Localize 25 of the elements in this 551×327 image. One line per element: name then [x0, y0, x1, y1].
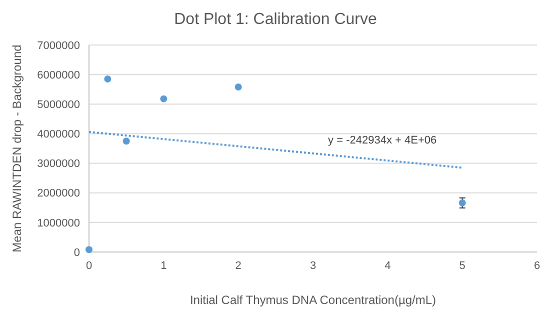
- y-tick-label: 2000000: [37, 188, 80, 200]
- point: [122, 138, 130, 145]
- y-tick-label: 0: [74, 246, 80, 259]
- x-tick-label: 6: [534, 260, 540, 272]
- x-tick-label: 0: [86, 260, 92, 272]
- x-tick-label: 2: [235, 260, 242, 272]
- y-tick-label: 1000000: [37, 217, 80, 230]
- chart-title: Dot Plot 1: Calibration Curve: [174, 11, 377, 28]
- x-tick-label: 3: [310, 260, 316, 272]
- y-tick-label: 4000000: [37, 128, 80, 141]
- x-tick-label: 1: [160, 260, 167, 272]
- y-tick-label: 5000000: [37, 98, 80, 111]
- x-tick-label: 5: [459, 260, 466, 272]
- point: [86, 246, 92, 254]
- point: [234, 83, 242, 90]
- x-tick-label: 4: [384, 260, 391, 272]
- y-tick-label: 3000000: [37, 158, 80, 170]
- x-axis-title: Initial Calf Thymus DNA Concentration(µg/mL): [190, 293, 436, 307]
- annotation: y = -242934x + 4E+06: [328, 134, 437, 147]
- point: [104, 76, 112, 83]
- y-tick-label: 7000000: [37, 40, 80, 52]
- y-tick-label: 6000000: [37, 69, 80, 82]
- point: [458, 199, 466, 206]
- point: [160, 95, 168, 102]
- y-axis-title: Mean RAWINTDEN drop - Background: [10, 44, 24, 252]
